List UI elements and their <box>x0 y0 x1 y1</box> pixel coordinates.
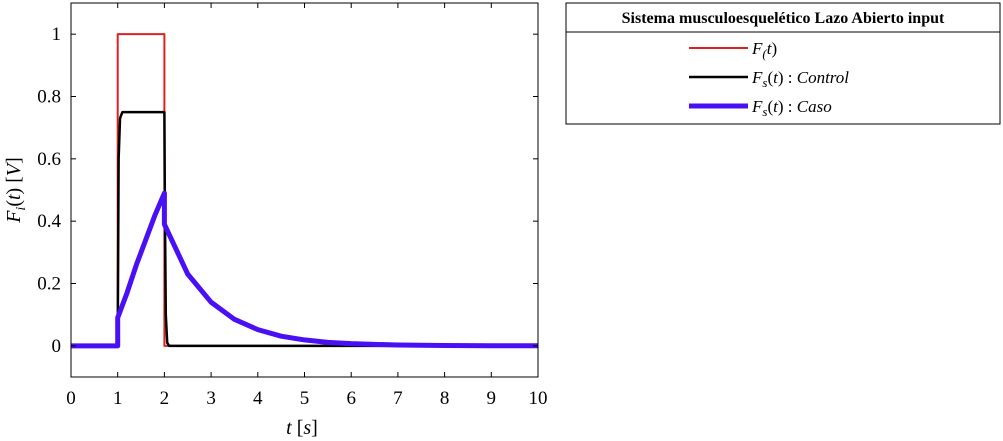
legend-title: Sistema musculoesquelético Lazo Abierto … <box>622 10 945 27</box>
legend: Sistema musculoesquelético Lazo Abierto … <box>565 2 1001 125</box>
legend-box <box>565 2 1001 125</box>
y-axis-label: Fi(t) [V] <box>3 157 29 224</box>
legend-label-control: Fs(t) : Control <box>751 68 849 90</box>
y-tick-label: 0 <box>52 336 62 357</box>
y-tick-label: 0.8 <box>37 87 61 108</box>
series-layer <box>71 33 539 349</box>
y-tick-label: 1 <box>52 24 62 45</box>
x-tick-label: 4 <box>253 388 263 409</box>
series-line-3 <box>71 190 539 349</box>
x-tick-label: 7 <box>393 388 403 409</box>
x-tick-label: 3 <box>206 388 216 409</box>
series-line-2 <box>71 110 538 348</box>
x-tick-label: 1 <box>113 388 123 409</box>
x-tick-label: 8 <box>440 388 450 409</box>
x-tick-label: 0 <box>66 388 76 409</box>
x-tick-label: 6 <box>346 388 356 409</box>
legend-label-caso: Fs(t) : Caso <box>751 97 832 119</box>
x-tick-label: 5 <box>300 388 310 409</box>
x-tick-label: 9 <box>487 388 497 409</box>
y-tick-label: 0.6 <box>37 149 61 170</box>
x-axis-label: t [s] <box>286 417 318 439</box>
ticks-layer: 0 1 2 3 4 5 6 7 8 9 10 0 0.2 0.4 0.6 0.8 1 <box>37 3 548 409</box>
x-tick-label: 2 <box>160 388 170 409</box>
y-tick-label: 0.4 <box>37 211 61 232</box>
legend-label-f: F(t) <box>751 39 777 61</box>
y-tick-label: 0.2 <box>37 274 61 295</box>
plot-area <box>71 3 538 377</box>
x-tick-label: 10 <box>529 388 548 409</box>
